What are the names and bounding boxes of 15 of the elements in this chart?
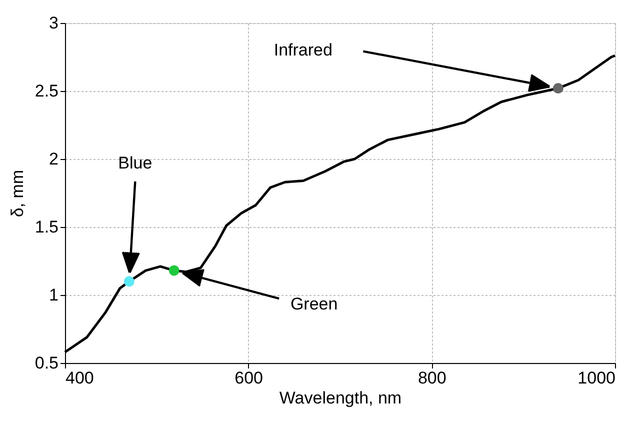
- x-tick-label: 600: [234, 368, 264, 388]
- x-axis-title: Wavelength, nm: [279, 388, 402, 408]
- y-tick-label: 0.5: [34, 354, 58, 372]
- y-axis-title: δ, mm: [8, 170, 27, 218]
- annotation: Green: [290, 294, 338, 314]
- y-tick-label: 2: [49, 150, 58, 168]
- y-tick-label: 1: [49, 286, 58, 304]
- x-tick-label: 400: [66, 368, 94, 388]
- x-tick-label: 800: [418, 368, 446, 388]
- annotation: Infrared: [274, 40, 332, 60]
- x-tick-label: 1000: [578, 368, 616, 388]
- y-tick-label: 3: [49, 14, 58, 32]
- annotation: Blue: [118, 153, 152, 172]
- y-tick-label: 2.5: [34, 82, 58, 100]
- y-tick-label: 1.5: [34, 218, 58, 236]
